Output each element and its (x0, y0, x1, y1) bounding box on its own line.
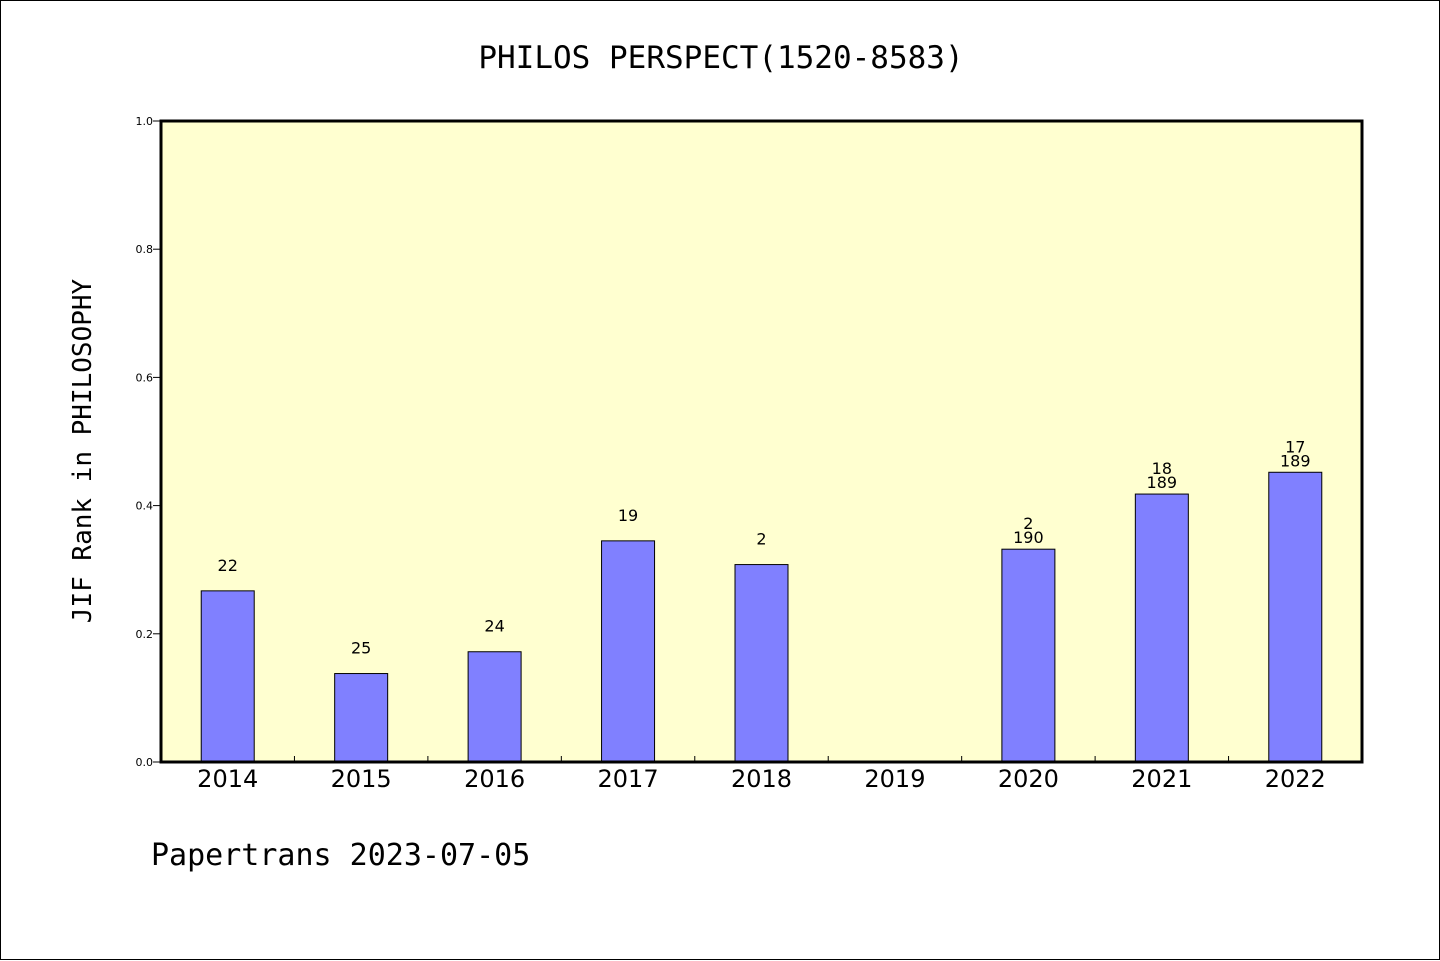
data-label: 2 (756, 530, 766, 549)
bar-2017 (601, 540, 656, 763)
y-tick-label: 0.8 (136, 243, 154, 256)
x-tick-label: 2017 (598, 765, 659, 793)
x-tick-label: 2020 (998, 765, 1059, 793)
bar-2015 (334, 673, 389, 763)
axis-ticks: 0.0 0.2 0.4 0.6 0.8 1.0 2014 2015 2016 2017 2018 20… (136, 115, 1326, 793)
bar-2022 (1268, 471, 1323, 763)
x-tick-label: 2022 (1265, 765, 1326, 793)
y-tick-label: 1.0 (136, 115, 154, 128)
bar-2021 (1134, 493, 1189, 763)
data-label-rank: 18 (1152, 459, 1172, 478)
bars-group (200, 471, 1323, 763)
y-axis-label: JIF Rank in PHILOSOPHY (68, 278, 98, 623)
data-label-total: 190 (1013, 528, 1044, 547)
data-label: 19 (618, 506, 638, 525)
x-tick-label: 2016 (464, 765, 525, 793)
data-label-total: 189 (1280, 451, 1311, 470)
plot-border (159, 119, 1364, 764)
footer-text: Papertrans 2023-07-05 (151, 838, 530, 873)
data-label: 25 (351, 639, 371, 658)
data-label-rank: 17 (1285, 437, 1305, 456)
x-tick-label: 2021 (1131, 765, 1192, 793)
chart-title: PHILOS PERSPECT(1520-8583) (478, 40, 963, 76)
x-tick-label: 2015 (331, 765, 392, 793)
bar-2016 (467, 651, 522, 763)
x-tick-label: 2018 (731, 765, 792, 793)
y-tick-label: 0.4 (136, 500, 154, 513)
data-label-total: 189 (1147, 473, 1178, 492)
bar-2018 (734, 564, 789, 763)
data-label: 24 (484, 617, 504, 636)
data-label-rank: 2 (1023, 514, 1033, 533)
y-tick-label: 0.2 (136, 628, 154, 641)
y-tick-label: 0.0 (136, 756, 154, 769)
x-tick-label: 2014 (197, 765, 258, 793)
data-label: 22 (218, 556, 238, 575)
bar-2014 (200, 590, 255, 763)
x-tick-label: 2019 (864, 765, 925, 793)
bar-2020 (1001, 548, 1056, 763)
y-tick-label: 0.6 (136, 371, 154, 384)
